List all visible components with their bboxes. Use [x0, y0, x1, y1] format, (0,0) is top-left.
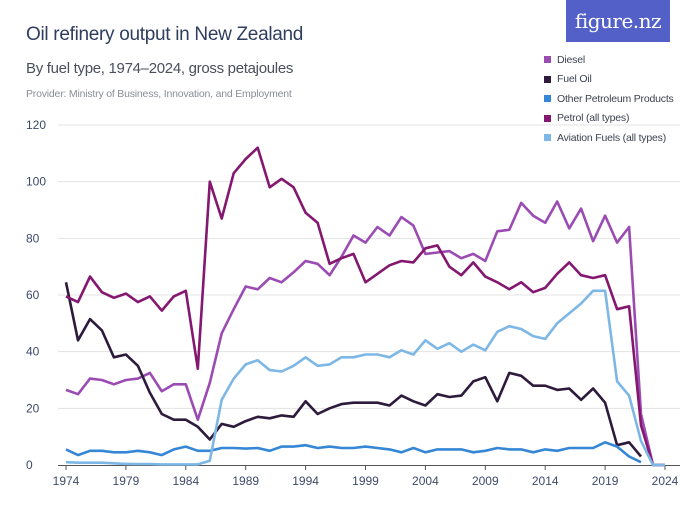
y-tick-label: 40	[26, 345, 40, 359]
legend-swatch	[544, 56, 551, 64]
x-tick-label: 1984	[172, 474, 199, 488]
legend-item[interactable]: Other Petroleum Products	[544, 89, 674, 109]
series-line-petrol-all-types	[65, 146, 665, 467]
y-tick-label: 100	[26, 175, 46, 189]
x-tick-label: 1974	[53, 474, 80, 488]
y-tick-label: 20	[26, 401, 40, 415]
x-tick-label: 1994	[292, 474, 319, 488]
series-line-aviation-fuels-all-types	[65, 289, 665, 467]
y-tick-label: 0	[26, 458, 33, 472]
legend-swatch	[544, 75, 551, 83]
legend-label: Aviation Fuels (all types)	[557, 131, 666, 144]
x-tick-label: 2024	[652, 474, 679, 488]
chart-subtitle: By fuel type, 1974–2024, gross petajoule…	[26, 60, 294, 77]
x-tick-label: 2009	[472, 474, 499, 488]
y-tick-label: 80	[26, 231, 40, 245]
legend-item[interactable]: Diesel	[544, 50, 674, 70]
legend-swatch	[544, 114, 551, 122]
legend-label: Fuel Oil	[557, 73, 592, 86]
legend-swatch	[544, 134, 551, 142]
x-tick-label: 2019	[592, 474, 619, 488]
legend: Diesel Fuel Oil Other Petroleum Products Pe…	[544, 50, 674, 148]
x-tick-label: 1989	[232, 474, 259, 488]
legend-item[interactable]: Petrol (all types)	[544, 109, 674, 129]
series-line-other-petroleum-products	[65, 441, 642, 464]
figure-nz-logo[interactable]: figure.nz	[566, 0, 670, 42]
legend-item[interactable]: Aviation Fuels (all types)	[544, 128, 674, 148]
x-tick-label: 1999	[352, 474, 379, 488]
provider-text: Provider: Ministry of Business, Innovati…	[26, 88, 292, 100]
series-line-fuel-oil	[64, 282, 642, 458]
legend-item[interactable]: Fuel Oil	[544, 70, 674, 90]
x-tick-label: 2014	[532, 474, 559, 488]
legend-label: Diesel	[557, 53, 585, 66]
y-tick-label: 60	[26, 288, 40, 302]
legend-label: Petrol (all types)	[557, 112, 630, 125]
x-tick-label: 2004	[412, 474, 439, 488]
x-tick-label: 1979	[113, 474, 140, 488]
legend-label: Other Petroleum Products	[557, 92, 674, 105]
y-tick-label: 120	[26, 118, 46, 132]
legend-swatch	[544, 95, 551, 103]
chart-title: Oil refinery output in New Zealand	[26, 24, 304, 45]
series-line-diesel	[65, 200, 665, 467]
